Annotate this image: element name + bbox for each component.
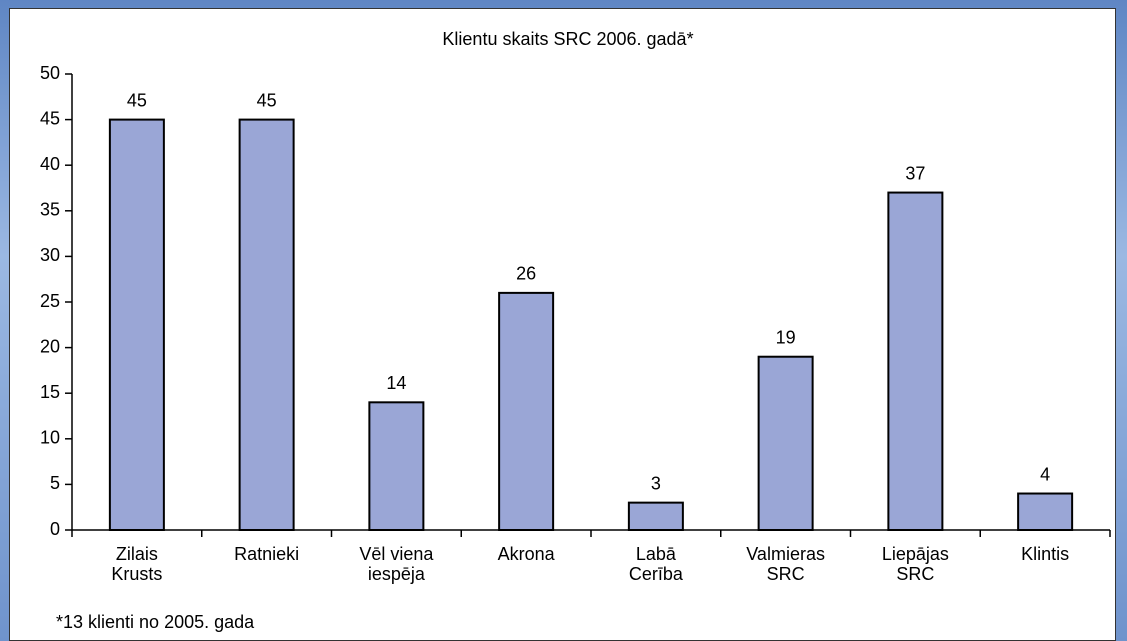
value-label: 19 xyxy=(776,327,796,347)
y-tick-label: 0 xyxy=(50,519,60,539)
value-label: 37 xyxy=(905,163,925,183)
chart-title: Klientu skaits SRC 2006. gadā* xyxy=(442,29,693,49)
bar xyxy=(238,118,295,531)
bar xyxy=(757,355,814,531)
y-tick-label: 15 xyxy=(40,382,60,402)
x-tick-label: Klintis xyxy=(1021,544,1070,564)
bar xyxy=(887,191,944,531)
y-tick-label: 20 xyxy=(40,336,60,356)
x-tick-label: Valmieras SRC xyxy=(746,544,825,584)
y-tick-label: 45 xyxy=(40,108,60,128)
x-tick-label: Liepājas SRC xyxy=(881,544,949,584)
bar xyxy=(498,291,555,531)
bar xyxy=(368,401,425,532)
y-tick-label: 25 xyxy=(40,291,60,311)
x-tick-label: Labā Cerība xyxy=(628,544,683,584)
footnote: *13 klienti no 2005. gada xyxy=(56,612,255,632)
bar xyxy=(108,118,165,531)
value-label: 3 xyxy=(651,473,661,493)
value-label: 14 xyxy=(386,373,406,393)
y-tick-label: 5 xyxy=(50,473,60,493)
x-tick-label: Akrona xyxy=(497,544,555,564)
y-tick-label: 10 xyxy=(40,428,60,448)
x-tick-label: Ratnieki xyxy=(234,544,300,564)
bar xyxy=(627,501,684,532)
value-label: 26 xyxy=(516,264,536,284)
value-label: 45 xyxy=(257,90,277,110)
x-tick-label: Zilais Krusts xyxy=(111,544,163,584)
y-tick-label: 50 xyxy=(40,63,60,83)
value-label: 4 xyxy=(1040,464,1050,484)
y-tick-label: 30 xyxy=(40,245,60,265)
value-label: 45 xyxy=(127,90,147,110)
y-tick-label: 40 xyxy=(40,154,60,174)
bar xyxy=(1017,492,1074,531)
y-tick-label: 35 xyxy=(40,200,60,220)
x-tick-label: Vēl viena iespēja xyxy=(359,544,434,584)
